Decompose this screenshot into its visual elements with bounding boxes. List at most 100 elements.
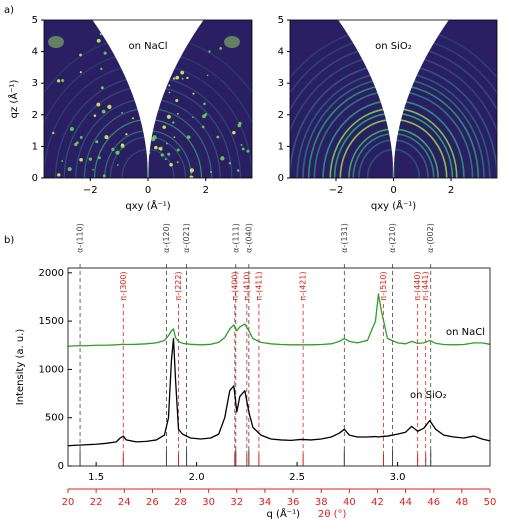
diffraction-spot xyxy=(168,84,171,87)
diffraction-spot xyxy=(96,38,101,43)
diffraction-spot xyxy=(202,114,206,119)
x2-tick-label: 40 xyxy=(343,497,356,508)
y-tick-label: 3 xyxy=(278,78,284,89)
diffraction-spot xyxy=(96,102,101,107)
diffraction-spot xyxy=(102,174,106,178)
x-tick-label: 2.0 xyxy=(189,472,205,483)
y-tick-label: 2 xyxy=(32,110,38,121)
y-tick-label: 1 xyxy=(32,141,38,152)
diffraction-spot xyxy=(219,46,223,50)
diffraction-spot xyxy=(116,164,119,166)
reference-label: α-(002) xyxy=(426,223,435,253)
y-tick-label: 500 xyxy=(45,413,64,424)
image-title: on SiO₂ xyxy=(375,41,412,52)
series-label: on NaCl xyxy=(446,327,485,338)
diffraction-spot xyxy=(131,117,134,120)
y-tick-label: 1 xyxy=(278,141,284,152)
series-line xyxy=(67,293,491,347)
x-tick-label: 0 xyxy=(145,185,151,196)
diffraction-spot xyxy=(69,127,74,132)
diffraction-spot xyxy=(111,147,115,151)
panel-label: a) xyxy=(4,5,14,16)
y-tick-label: 4 xyxy=(278,47,284,58)
diffraction-spot xyxy=(176,148,180,152)
x2-tick-label: 38 xyxy=(315,497,328,508)
y-axis-label: qz (Å⁻¹) xyxy=(7,80,20,119)
diffraction-spot xyxy=(220,156,225,161)
missing-wedge xyxy=(92,20,204,178)
diffraction-spot xyxy=(206,74,209,77)
diffraction-spot xyxy=(97,156,101,160)
x-tick-label: 2.5 xyxy=(289,472,305,483)
diffraction-spot xyxy=(61,79,65,83)
diffraction-spot xyxy=(154,145,158,150)
y-tick-label: 1500 xyxy=(39,316,64,327)
frame xyxy=(67,267,491,467)
diffraction-spot xyxy=(228,162,232,165)
diffraction-spot xyxy=(168,91,171,94)
x-tick-label: 2 xyxy=(448,185,454,196)
diffraction-spot xyxy=(151,137,156,142)
diffraction-spot xyxy=(232,130,236,135)
y-axis-label: Intensity (a. u.) xyxy=(15,329,26,406)
y-tick-label: 0 xyxy=(278,173,284,184)
x-tick-label: 3.0 xyxy=(390,472,406,483)
x2-tick-label: 30 xyxy=(202,497,215,508)
diffraction-spot xyxy=(172,121,175,124)
diffraction-spot xyxy=(162,125,166,129)
diffraction-spot xyxy=(125,133,128,136)
y-tick-label: 4 xyxy=(32,47,38,58)
image-plot xyxy=(290,20,497,178)
x2-tick-label: 32 xyxy=(230,497,243,508)
diffraction-spot xyxy=(79,135,83,139)
y-tick-label: 0 xyxy=(32,173,38,184)
glow xyxy=(224,36,240,48)
x-tick-label: 2 xyxy=(203,185,209,196)
x-tick-label: 1.5 xyxy=(88,472,104,483)
diffraction-spot xyxy=(192,116,194,119)
x2-tick-label: 50 xyxy=(484,497,497,508)
series-line xyxy=(67,337,491,447)
diffraction-spot xyxy=(79,53,82,57)
diffraction-spot xyxy=(216,135,220,139)
diffraction-spot xyxy=(100,67,103,71)
x-tick-label: −2 xyxy=(329,185,344,196)
x2-tick-label: 28 xyxy=(174,497,187,508)
x-axis-label: qxy (Å⁻¹) xyxy=(125,199,170,212)
y-tick-label: 3 xyxy=(32,78,38,89)
diffraction-spot xyxy=(192,92,195,95)
diffraction-spot xyxy=(61,160,64,162)
diffraction-spot xyxy=(159,148,163,151)
x-axis-label: qxy (Å⁻¹) xyxy=(371,199,416,212)
reference-label: α-(040) xyxy=(244,223,253,253)
diffraction-spot xyxy=(164,158,167,161)
diffraction-spot xyxy=(173,136,176,139)
diffraction-spot xyxy=(93,114,97,117)
diffraction-spot xyxy=(181,77,184,80)
diffraction-spot xyxy=(101,109,106,114)
y-tick-label: 2 xyxy=(278,110,284,121)
diffraction-spot xyxy=(79,157,83,162)
image-plot xyxy=(44,20,252,178)
diffraction-spot xyxy=(180,70,185,75)
diffraction-spot xyxy=(236,169,240,172)
diffraction-spot xyxy=(189,175,194,178)
diffraction-spot xyxy=(165,142,168,145)
missing-wedge xyxy=(338,20,449,178)
image-title: on NaCl xyxy=(128,41,167,52)
x2-axis-label: 2θ (°) xyxy=(318,509,347,520)
x2-tick-label: 48 xyxy=(455,497,468,508)
diffraction-spot xyxy=(240,144,243,146)
diffraction-spot xyxy=(57,173,61,177)
y-tick-label: 1000 xyxy=(39,364,64,375)
x2-tick-label: 24 xyxy=(118,497,131,508)
diffraction-spot xyxy=(186,76,189,80)
x-tick-label: −2 xyxy=(83,185,98,196)
diffraction-spot xyxy=(107,104,112,110)
diffraction-spot xyxy=(167,152,171,156)
diffraction-spot xyxy=(120,143,125,147)
reference-label: α-(131) xyxy=(340,223,349,253)
reference-label: π-(421) xyxy=(299,271,308,300)
reference-label: α-(111) xyxy=(231,223,240,253)
